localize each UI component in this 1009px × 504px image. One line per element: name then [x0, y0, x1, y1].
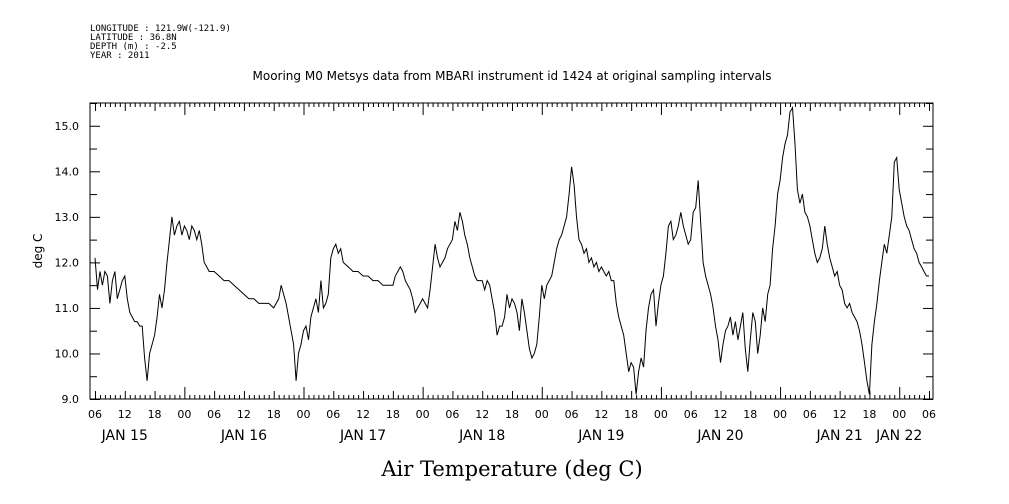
x-date-label: JAN 21: [816, 428, 863, 444]
x-date-label: JAN 22: [875, 428, 922, 444]
x-tick-label: 12: [118, 408, 132, 421]
y-tick-label: 9.0: [62, 393, 80, 406]
longitude-text: LONGITUDE : 121.9W(-121.9): [90, 24, 231, 34]
x-tick-label: 00: [535, 408, 549, 421]
x-tick-label: 12: [594, 408, 608, 421]
x-date-label: JAN 19: [577, 428, 624, 444]
x-tick-label: 06: [326, 408, 340, 421]
x-tick-label: 12: [714, 408, 728, 421]
x-tick-label: 06: [207, 408, 221, 421]
x-tick-label: 06: [684, 408, 698, 421]
x-tick-label: 18: [148, 408, 162, 421]
x-tick-label: 06: [565, 408, 579, 421]
chart-title: Mooring M0 Metsys data from MBARI instru…: [253, 69, 772, 83]
x-tick-label: 12: [237, 408, 251, 421]
x-date-label: JAN 17: [339, 428, 386, 444]
x-tick-label: 00: [416, 408, 430, 421]
x-tick-label: 12: [356, 408, 370, 421]
x-tick-label: 18: [743, 408, 757, 421]
latitude-text: LATITUDE : 36.8N: [90, 33, 177, 43]
x-date-label: JAN 16: [220, 428, 267, 444]
y-tick-label: 11.0: [55, 302, 80, 315]
plot-frame: [89, 102, 934, 400]
x-tick-label: 06: [445, 408, 459, 421]
y-tick-label: 10.0: [55, 347, 80, 360]
x-tick-label: 18: [386, 408, 400, 421]
x-date-labels: JAN 15 JAN 16 JAN 17 JAN 18 JAN 19 JAN 20 JAN …: [101, 428, 923, 444]
x-date-label: JAN 20: [696, 428, 743, 444]
depth-text: DEPTH (m) : -2.5: [90, 42, 177, 52]
x-tick-label: 06: [803, 408, 817, 421]
y-tick-labels: 9.0 10.0 11.0 12.0 13.0 14.0 15.0: [55, 120, 80, 406]
x-tick-label: 00: [297, 408, 311, 421]
y-tick-label: 12.0: [55, 256, 80, 269]
x-tick-label: 12: [475, 408, 489, 421]
x-tick-label: 06: [88, 408, 102, 421]
x-tick-labels: 06 12 18 00 06 12 18 00 06 12 18 00 06 12 18 00 06 12 18 00…: [88, 408, 936, 421]
y-tick-label: 14.0: [55, 165, 80, 178]
axis-ticks: [90, 103, 933, 400]
x-tick-label: 06: [922, 408, 936, 421]
x-tick-label: 12: [833, 408, 847, 421]
x-tick-label: 00: [773, 408, 787, 421]
x-tick-label: 18: [267, 408, 281, 421]
y-tick-label: 13.0: [55, 211, 80, 224]
x-tick-label: 00: [892, 408, 906, 421]
y-tick-label: 15.0: [55, 120, 80, 133]
x-tick-label: 18: [505, 408, 519, 421]
x-tick-label: 00: [177, 408, 191, 421]
x-axis-label: Air Temperature (deg C): [380, 457, 642, 481]
x-tick-label: 00: [654, 408, 668, 421]
series-line: [94, 105, 929, 395]
year-text: YEAR : 2011: [90, 51, 150, 61]
y-axis-label: deg C: [31, 234, 45, 269]
x-tick-label: 18: [862, 408, 876, 421]
x-date-label: JAN 18: [458, 428, 505, 444]
x-date-label: JAN 15: [101, 428, 148, 444]
x-tick-label: 18: [624, 408, 638, 421]
